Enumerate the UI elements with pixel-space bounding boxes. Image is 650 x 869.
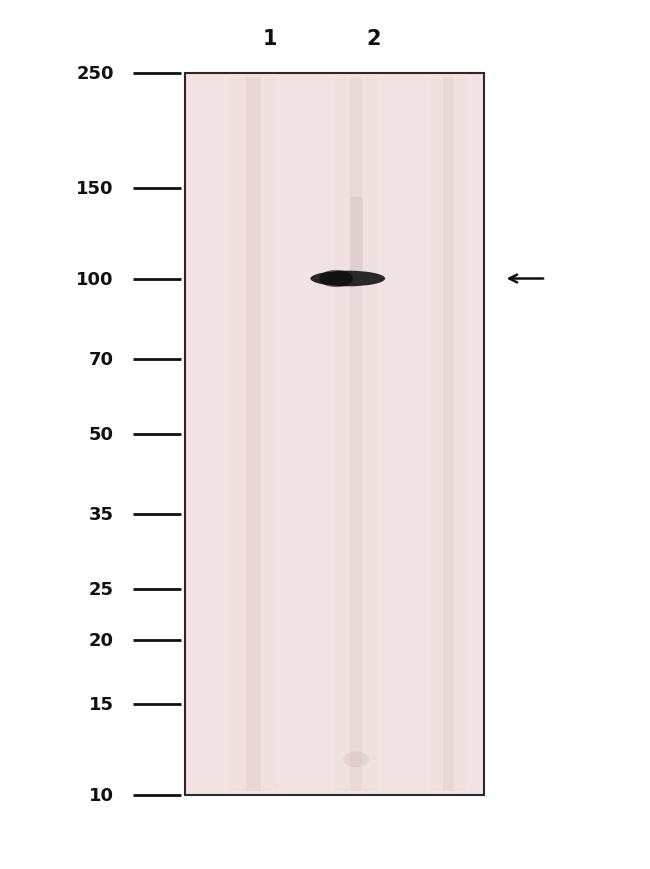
Bar: [443, 78, 454, 791]
Ellipse shape: [343, 752, 369, 767]
Text: 20: 20: [89, 631, 114, 649]
Bar: [246, 78, 261, 791]
Text: 250: 250: [76, 65, 114, 83]
Text: 150: 150: [76, 179, 114, 197]
Text: 10: 10: [89, 786, 114, 804]
Ellipse shape: [319, 270, 353, 288]
Bar: [185, 74, 484, 795]
Text: 50: 50: [89, 426, 114, 443]
Text: 2: 2: [367, 30, 381, 49]
Bar: [430, 78, 467, 791]
Text: 15: 15: [89, 695, 114, 713]
Text: 25: 25: [89, 580, 114, 599]
Text: 1: 1: [263, 30, 277, 49]
Text: 35: 35: [89, 506, 114, 523]
Bar: [350, 78, 362, 791]
Bar: [229, 78, 278, 791]
Ellipse shape: [311, 271, 385, 287]
Text: 70: 70: [89, 350, 114, 368]
Bar: [350, 197, 363, 275]
Bar: [335, 78, 377, 791]
Text: 100: 100: [76, 270, 114, 289]
